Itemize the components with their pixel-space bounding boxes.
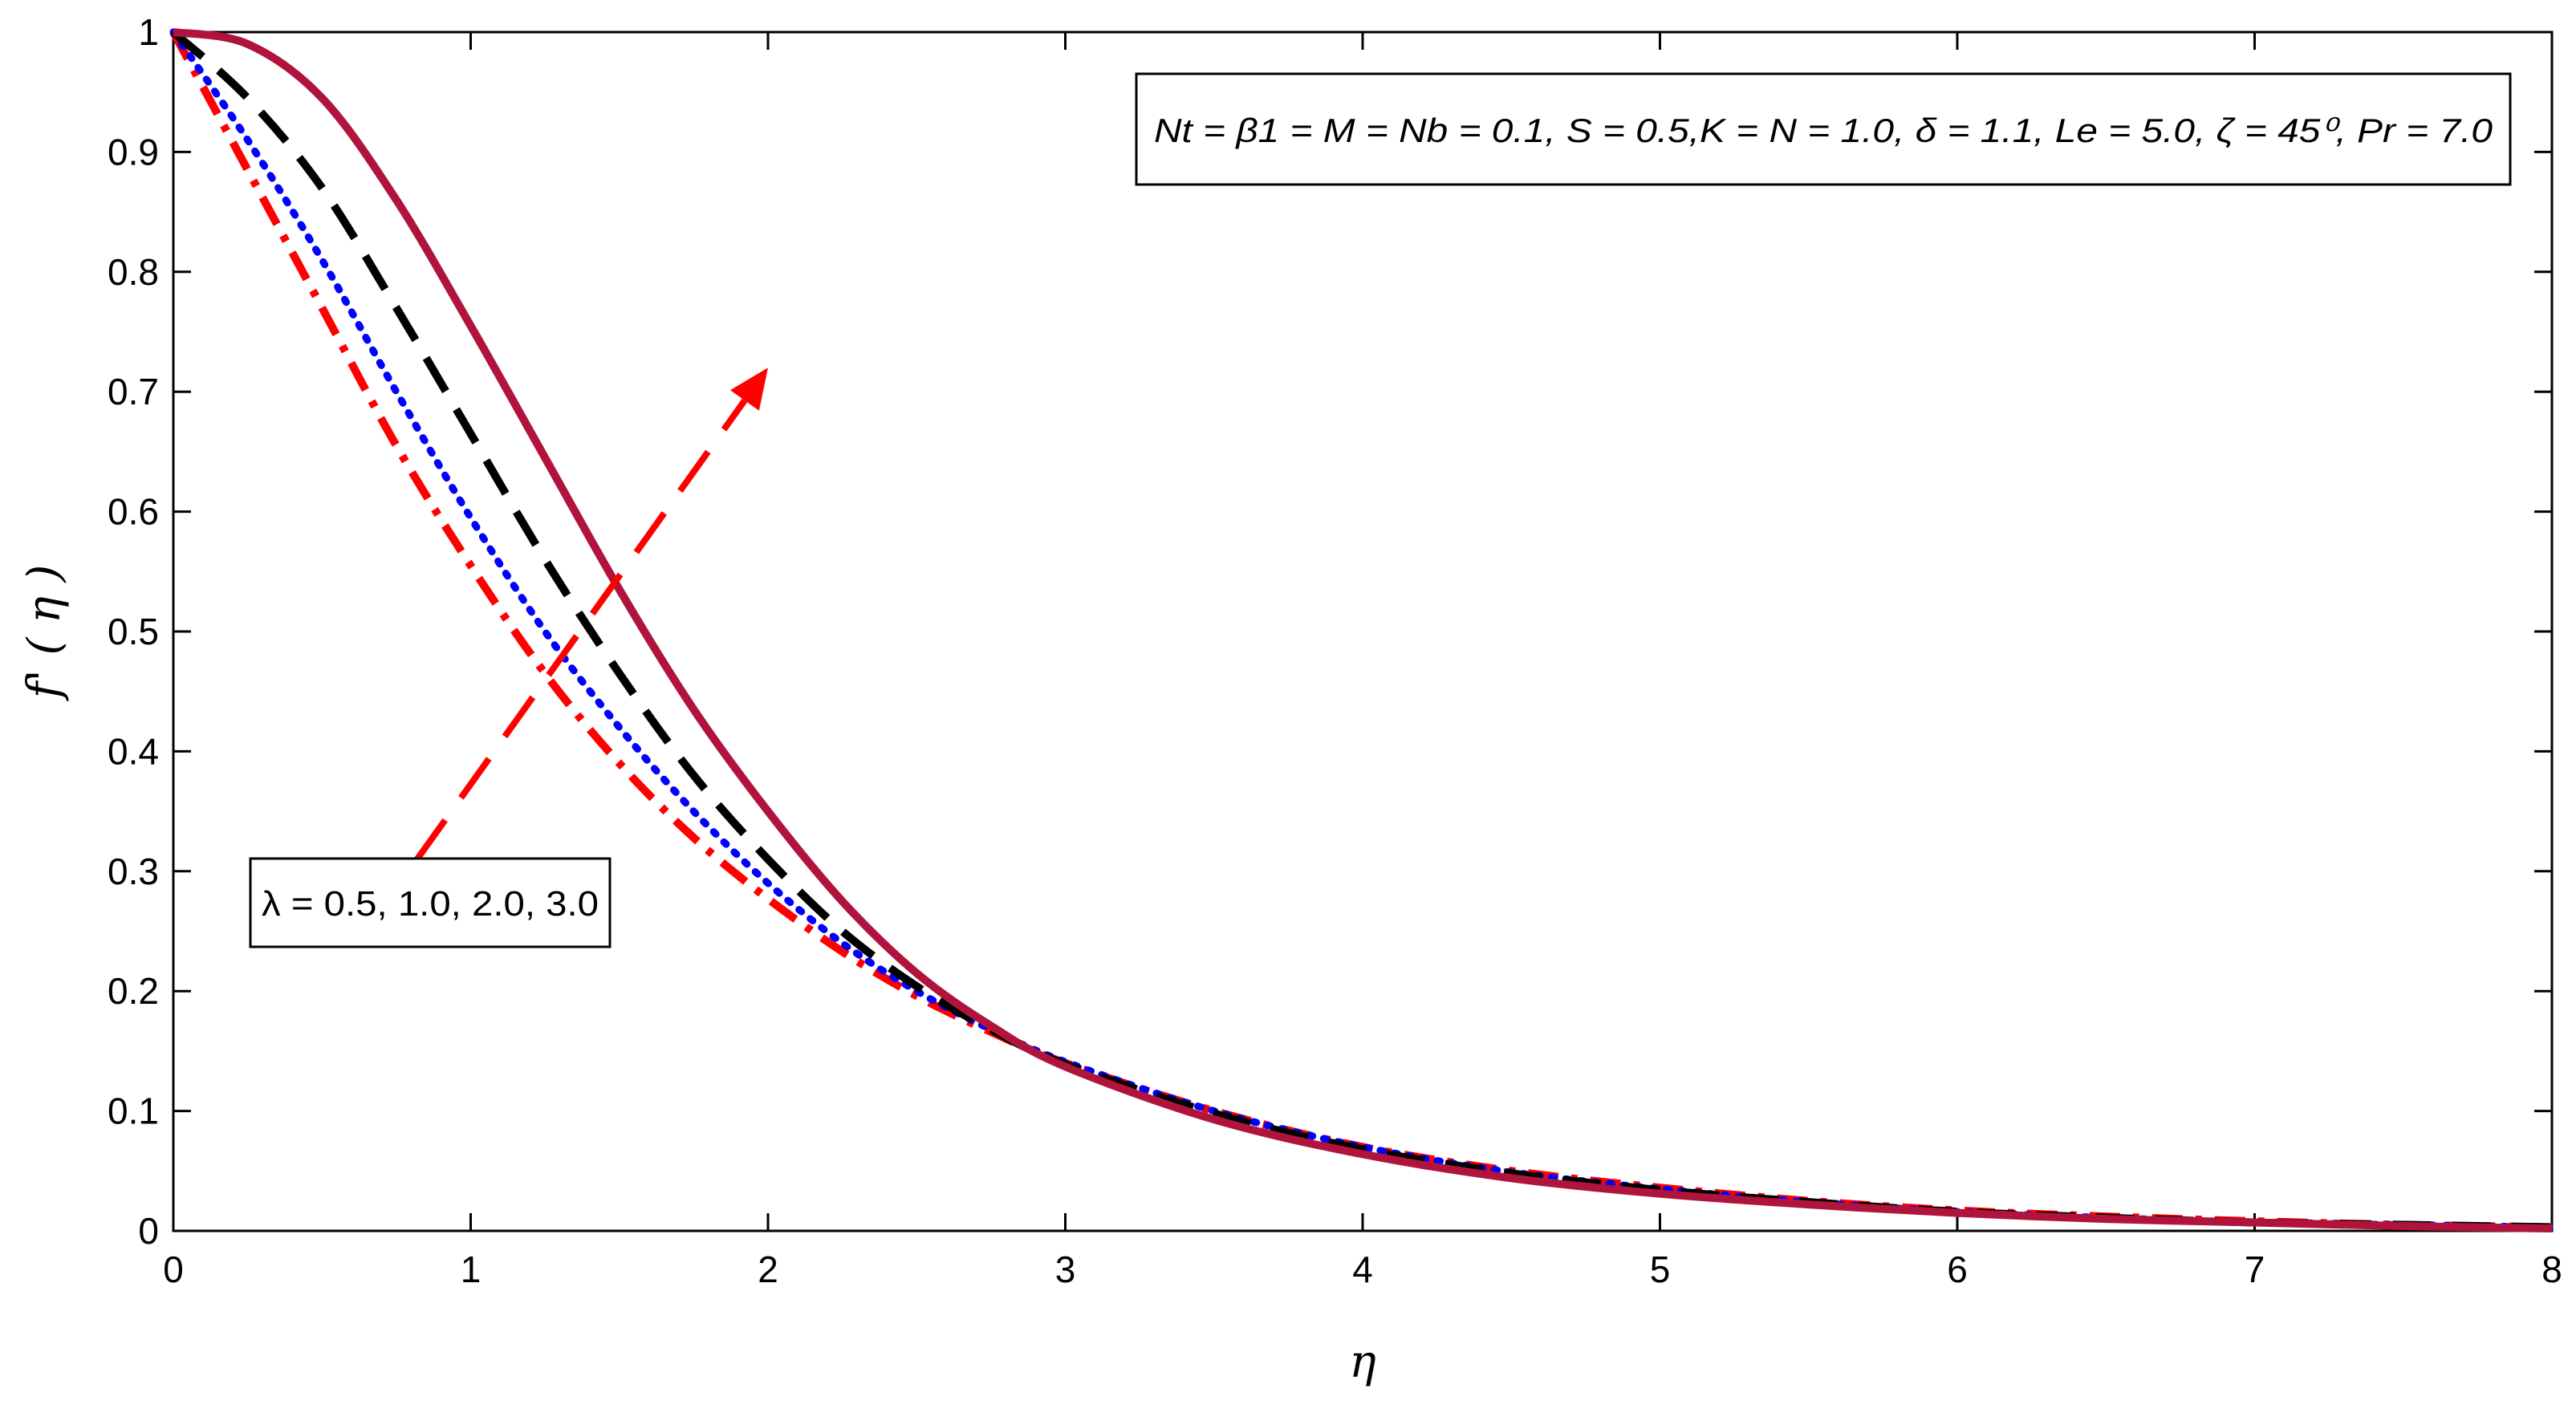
x-axis-ticks: 0 1 2 3 4 5 6 7 8	[163, 32, 2562, 1290]
plot-area	[172, 30, 2554, 1232]
x-axis-title: η	[1349, 1336, 1376, 1388]
y-tick-label: 0.8	[108, 251, 159, 293]
annotation-frame	[249, 857, 611, 948]
series-line-4	[173, 28, 2553, 1232]
y-axis-ticks: 0 0.1 0.2 0.3 0.4 0.5 0.6 0.7 0.8 0.9 1	[108, 11, 2552, 1252]
x-tick-label: 3	[1055, 1249, 1076, 1290]
y-tick-label: 0.9	[108, 131, 159, 173]
y-tick-label: 0.1	[108, 1090, 159, 1132]
x-tick-label: 1	[461, 1249, 481, 1290]
series-line-2	[169, 28, 2556, 1231]
y-tick-label: 0	[138, 1210, 159, 1252]
trend-arrow-head	[730, 367, 768, 411]
x-tick-label: 0	[163, 1249, 184, 1290]
parameter-annotation: λ = 0.5, 1.0, 2.0, 3.0	[249, 857, 611, 948]
y-tick-label: 0.2	[108, 970, 159, 1012]
x-tick-label: 5	[1650, 1249, 1671, 1290]
x-tick-label: 4	[1352, 1249, 1373, 1290]
series-line-1	[169, 30, 2553, 1232]
x-tick-label: 7	[2245, 1249, 2265, 1290]
y-tick-label: 1	[138, 11, 159, 53]
legend-text: Nt = β1 = M = Nb = 0.1, S = 0.5,K = N = …	[1154, 112, 2493, 149]
series-layer	[169, 28, 2556, 1232]
plot-frame	[172, 30, 2554, 1232]
x-tick-label: 8	[2541, 1249, 2562, 1290]
arrow-layer	[414, 367, 768, 862]
trend-arrow-shaft	[414, 398, 748, 862]
y-tick-label: 0.4	[108, 730, 159, 772]
x-tick-label: 2	[758, 1249, 778, 1290]
legend-box: Nt = β1 = M = Nb = 0.1, S = 0.5,K = N = …	[1135, 72, 2512, 186]
x-tick-label: 6	[1947, 1249, 1968, 1290]
annotation-text: λ = 0.5, 1.0, 2.0, 3.0	[262, 884, 599, 924]
y-tick-label: 0.6	[108, 491, 159, 533]
y-tick-label: 0.3	[108, 851, 159, 892]
y-tick-label: 0.5	[108, 611, 159, 652]
series-line-3	[170, 29, 2553, 1232]
y-tick-label: 0.7	[108, 371, 159, 412]
legend-frame	[1135, 72, 2512, 186]
y-axis-title: f' ( η )	[18, 565, 71, 702]
